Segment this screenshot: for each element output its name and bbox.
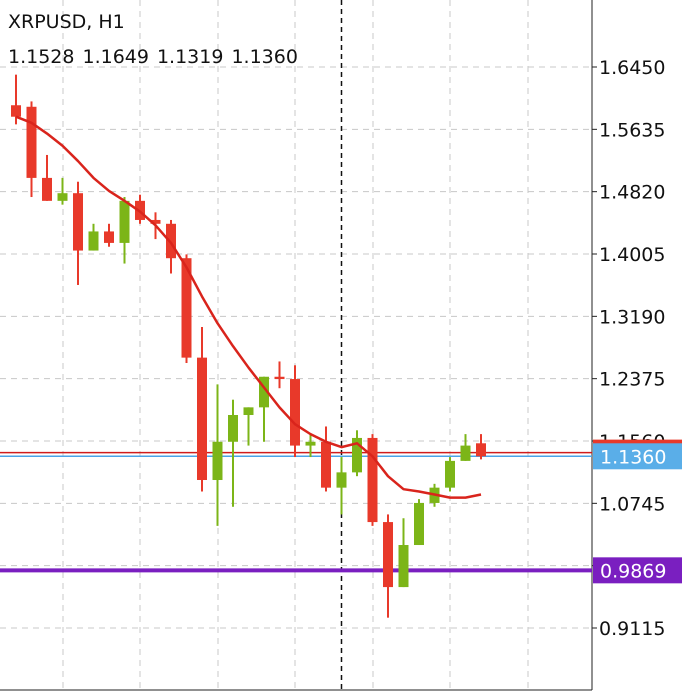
- candle: [445, 457, 455, 492]
- candle-body: [305, 441, 316, 446]
- ask-price-label-bg: [593, 443, 682, 470]
- candle: [11, 74, 21, 125]
- ask-price-label-text: 1.1360: [600, 446, 666, 468]
- candle-body: [398, 545, 409, 588]
- candle: [414, 499, 424, 546]
- candle: [476, 434, 486, 460]
- candle: [367, 434, 378, 526]
- y-tick-label: 1.0745: [599, 493, 665, 515]
- candle-body: [212, 441, 223, 481]
- candle: [212, 384, 223, 526]
- y-tick-label: 0.9115: [599, 618, 665, 640]
- candle: [88, 223, 99, 251]
- level-price-label-bg: [593, 557, 682, 584]
- candle-body: [57, 193, 68, 201]
- grid-lines: [0, 0, 592, 690]
- candle: [305, 434, 316, 458]
- candle-body: [11, 105, 21, 117]
- open-value: 1.1528: [8, 46, 75, 68]
- candle-body: [290, 379, 300, 446]
- candle: [42, 154, 52, 201]
- candle: [119, 197, 130, 264]
- y-tick-label: 1.4005: [599, 244, 665, 266]
- candle-body: [352, 437, 362, 473]
- candle: [352, 430, 362, 477]
- candle-body: [336, 472, 347, 488]
- candle-body: [104, 231, 114, 243]
- ohlc-readout: 1.1528 1.1649 1.1319 1.1360: [8, 46, 298, 68]
- candle-body: [228, 414, 238, 442]
- candle-body: [259, 376, 269, 408]
- y-tick-label: 1.3190: [599, 306, 665, 328]
- candle: [26, 101, 37, 198]
- candle: [321, 426, 331, 492]
- candle-body: [42, 177, 52, 201]
- candle-body: [197, 357, 207, 481]
- candles-group: [11, 74, 486, 618]
- candle-body: [166, 223, 176, 259]
- level-price-label-text: 0.9869: [600, 560, 666, 582]
- candle: [197, 327, 207, 492]
- candle: [228, 399, 238, 507]
- candle-body: [73, 193, 83, 251]
- candle-body: [321, 441, 331, 488]
- symbol-label: XRPUSD, H1: [8, 11, 125, 33]
- candle-body: [445, 460, 455, 488]
- candle-body: [414, 502, 424, 546]
- candle-body: [383, 522, 393, 588]
- candle-body: [26, 106, 37, 178]
- ask-price-label: 1.1360: [593, 443, 682, 470]
- candle: [460, 434, 471, 461]
- moving-average-line: [15, 115, 482, 499]
- candle-body: [243, 407, 254, 415]
- candle: [57, 177, 68, 205]
- candle: [383, 514, 393, 618]
- candle: [181, 254, 192, 363]
- low-value: 1.1319: [156, 46, 224, 68]
- candle: [336, 457, 347, 515]
- candle-body: [367, 437, 378, 523]
- candle: [274, 361, 285, 389]
- candle: [104, 223, 114, 247]
- candle: [166, 219, 176, 274]
- level-price-label: 0.9869: [593, 557, 682, 584]
- candle: [73, 181, 83, 285]
- candle: [398, 518, 409, 588]
- candle-body: [476, 443, 486, 457]
- candle: [290, 365, 300, 458]
- candle-body: [274, 376, 285, 380]
- y-tick-label: 1.4820: [599, 182, 665, 204]
- y-tick-label: 1.6450: [599, 57, 665, 79]
- candle-body: [119, 200, 130, 243]
- y-tick-label: 1.2375: [599, 369, 665, 391]
- close-value: 1.1360: [231, 46, 298, 68]
- candle-body: [150, 219, 161, 224]
- candle-body: [460, 445, 471, 461]
- high-value: 1.1649: [82, 46, 149, 68]
- candle-body: [88, 231, 99, 251]
- y-tick-label: 1.5635: [599, 119, 665, 141]
- symbol-timeframe-title: XRPUSD, H1: [8, 11, 125, 33]
- candle-body: [181, 258, 192, 358]
- candle: [243, 407, 254, 446]
